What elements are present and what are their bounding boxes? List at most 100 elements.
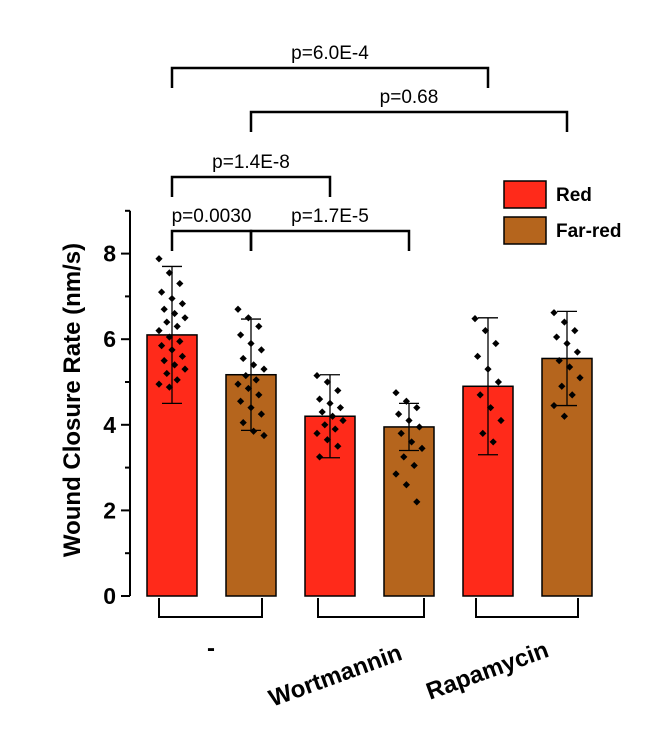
points-layer xyxy=(155,255,584,506)
data-point xyxy=(397,429,405,437)
legend: Red Far-red xyxy=(503,180,621,245)
p-value-label: p=0.0030 xyxy=(172,206,252,227)
data-point xyxy=(237,331,245,339)
data-point xyxy=(171,361,179,369)
group-label-wortmannin: Wortmannin xyxy=(265,639,405,712)
error-bars-layer xyxy=(162,265,577,459)
data-point xyxy=(492,339,500,348)
bars-layer xyxy=(146,334,593,597)
legend-label-red: Red xyxy=(556,185,592,206)
data-point xyxy=(408,438,416,446)
data-point xyxy=(163,318,171,326)
data-point xyxy=(568,391,576,399)
data-point xyxy=(413,498,421,506)
data-point xyxy=(313,371,321,380)
data-point xyxy=(160,305,168,313)
bar-rapamycin-far-red xyxy=(541,357,593,597)
group-bracket xyxy=(158,598,263,618)
data-point xyxy=(160,357,168,365)
data-point xyxy=(165,383,173,391)
data-point xyxy=(181,365,189,373)
data-point xyxy=(571,327,579,335)
data-point xyxy=(400,453,408,461)
data-point xyxy=(244,314,252,322)
significance-bracket xyxy=(170,66,490,88)
data-point xyxy=(392,389,400,397)
data-point xyxy=(255,322,263,330)
data-point xyxy=(487,404,495,412)
data-point xyxy=(313,429,321,437)
data-point xyxy=(158,342,166,350)
data-point xyxy=(395,410,403,418)
data-point xyxy=(176,337,184,345)
data-point xyxy=(234,380,242,388)
y-tick-label: 4 xyxy=(103,412,116,438)
data-point xyxy=(178,352,186,360)
data-point xyxy=(158,288,166,296)
data-point xyxy=(163,369,171,378)
data-point xyxy=(334,386,342,395)
legend-swatch-far-red xyxy=(503,216,547,245)
data-point xyxy=(334,442,342,450)
data-point xyxy=(476,391,484,399)
data-point xyxy=(178,300,186,308)
y-tick-label: 0 xyxy=(103,583,116,609)
significance-bracket xyxy=(249,229,411,251)
data-point xyxy=(239,354,247,363)
data-point xyxy=(489,438,497,446)
data-point xyxy=(392,470,400,478)
data-point xyxy=(331,425,339,433)
data-point xyxy=(176,279,184,288)
data-point xyxy=(255,391,263,399)
data-point xyxy=(474,352,482,360)
data-point xyxy=(321,421,329,429)
data-point xyxy=(481,327,489,335)
data-point xyxy=(260,431,268,440)
y-tick-label: 6 xyxy=(103,326,116,352)
data-point xyxy=(555,357,563,365)
data-point xyxy=(560,318,568,326)
data-point xyxy=(316,453,324,461)
data-point xyxy=(550,401,558,410)
data-point xyxy=(418,444,426,452)
bar-wortmannin-far-red xyxy=(383,426,435,597)
data-point xyxy=(250,427,258,435)
data-point xyxy=(252,376,260,384)
group-bracket xyxy=(475,598,579,618)
significance-bracket xyxy=(170,229,253,251)
data-point xyxy=(257,346,265,354)
data-point xyxy=(339,416,347,425)
data-point xyxy=(560,412,568,420)
data-point xyxy=(234,305,242,313)
legend-swatch-red xyxy=(503,180,547,209)
data-point xyxy=(410,461,418,470)
data-point xyxy=(239,419,247,427)
data-point xyxy=(479,429,487,437)
data-point xyxy=(155,380,163,388)
p-value-label: p=6.0E-4 xyxy=(291,43,369,64)
data-point xyxy=(497,416,505,425)
p-value-label: p=0.68 xyxy=(380,87,439,108)
data-point xyxy=(558,382,566,390)
y-axis-label: Wound Closure Rate (nm/s) xyxy=(59,243,86,557)
data-point xyxy=(173,322,181,330)
data-point xyxy=(402,397,410,405)
data-point xyxy=(553,333,561,341)
data-point xyxy=(181,314,189,322)
y-axis: 0 2 4 6 8 Wound Closure Rate (nm/s) xyxy=(59,209,131,609)
data-point xyxy=(244,384,252,393)
group-labels: - Wortmannin Rapamycin xyxy=(158,598,579,713)
significance-brackets: p=6.0E-4 p=0.68 p=1.4E-8 p=0.0030 p=1.7E-5 xyxy=(170,43,569,251)
data-point xyxy=(250,361,258,369)
data-point xyxy=(155,327,163,335)
data-point xyxy=(318,408,326,416)
data-point xyxy=(576,374,584,382)
data-point xyxy=(336,404,344,412)
data-point xyxy=(402,481,410,489)
data-point xyxy=(573,348,581,356)
data-point xyxy=(171,309,179,318)
y-tick-label: 2 xyxy=(103,497,116,523)
data-point xyxy=(242,371,250,380)
data-point xyxy=(155,255,163,263)
